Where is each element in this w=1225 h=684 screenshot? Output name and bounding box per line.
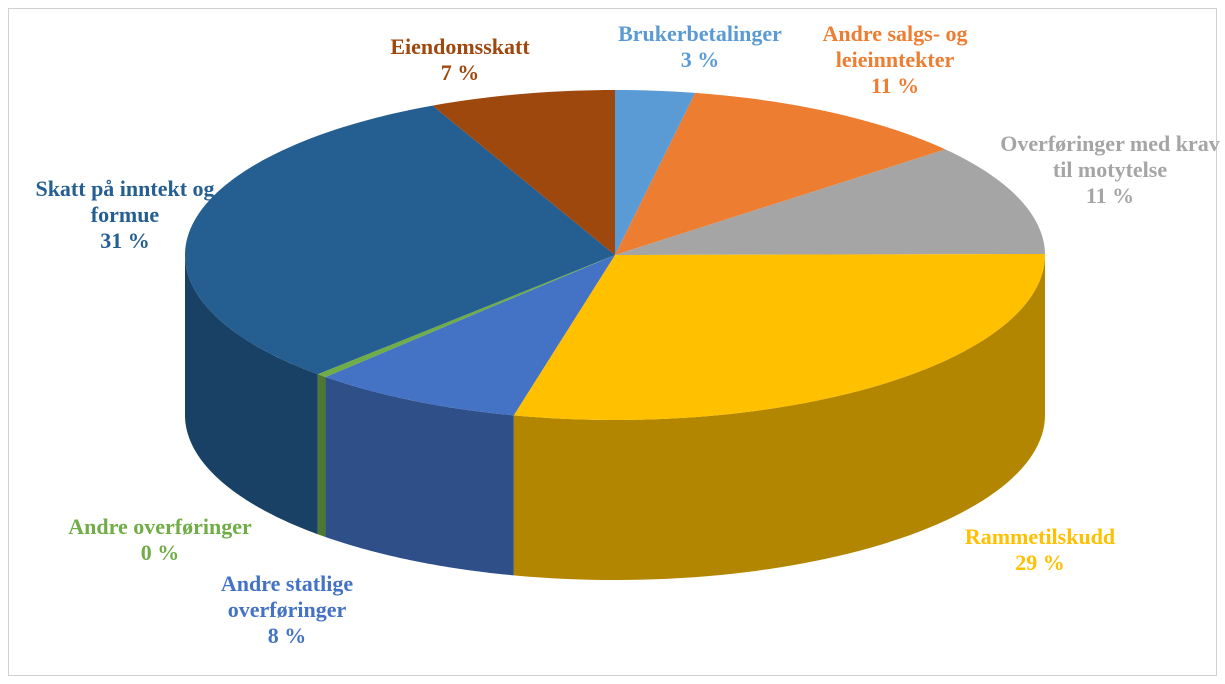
pie-side xyxy=(185,255,318,535)
pie-side-shade xyxy=(325,377,514,576)
pie-slice xyxy=(615,90,696,255)
data-label: Overføringer med krav til motytelse 11 % xyxy=(1000,131,1220,209)
value-label: 31 % xyxy=(100,228,150,253)
data-label: Andre overføringer 0 % xyxy=(30,514,290,566)
pie-slice xyxy=(325,255,615,416)
category-name: Andre salgs- og leieinntekter xyxy=(822,21,968,72)
pie-side xyxy=(513,255,1045,580)
pie-slice xyxy=(432,90,615,255)
category-name: Skatt på inntekt og formue xyxy=(35,176,215,227)
value-label: 11 % xyxy=(870,73,920,98)
pie-side xyxy=(317,374,326,538)
value-label: 0 % xyxy=(140,540,180,565)
category-name: Andre statlige overføringer xyxy=(220,571,354,622)
pie-side-shade xyxy=(317,374,326,538)
pie-side-shade xyxy=(185,255,318,535)
value-label: 7 % xyxy=(440,60,480,85)
pie-slice xyxy=(513,253,1045,420)
data-label: Andre statlige overføringer 8 % xyxy=(187,571,387,649)
data-label: Andre salgs- og leieinntekter 11 % xyxy=(795,21,995,99)
pie-side-shade xyxy=(513,255,1045,580)
pie-slice xyxy=(317,255,615,378)
category-name: Andre overføringer xyxy=(68,514,252,539)
data-label: Eiendomsskatt 7 % xyxy=(360,34,560,86)
value-label: 3 % xyxy=(680,47,720,72)
data-label: Rammetilskudd 29 % xyxy=(930,524,1150,576)
pie-slice xyxy=(185,105,616,375)
value-label: 8 % xyxy=(267,623,307,648)
category-name: Eiendomsskatt xyxy=(390,34,530,59)
value-label: 11 % xyxy=(1085,183,1135,208)
category-name: Rammetilskudd xyxy=(964,524,1116,549)
data-label: Skatt på inntekt og formue 31 % xyxy=(5,176,245,254)
category-name: Overføringer med krav til motytelse xyxy=(1000,131,1220,182)
pie-slice xyxy=(615,149,1045,255)
pie-slice xyxy=(615,92,946,255)
data-label: Brukerbetalinger 3 % xyxy=(580,21,820,73)
category-name: Brukerbetalinger xyxy=(618,21,782,46)
value-label: 29 % xyxy=(1015,550,1065,575)
pie-side xyxy=(325,377,514,576)
